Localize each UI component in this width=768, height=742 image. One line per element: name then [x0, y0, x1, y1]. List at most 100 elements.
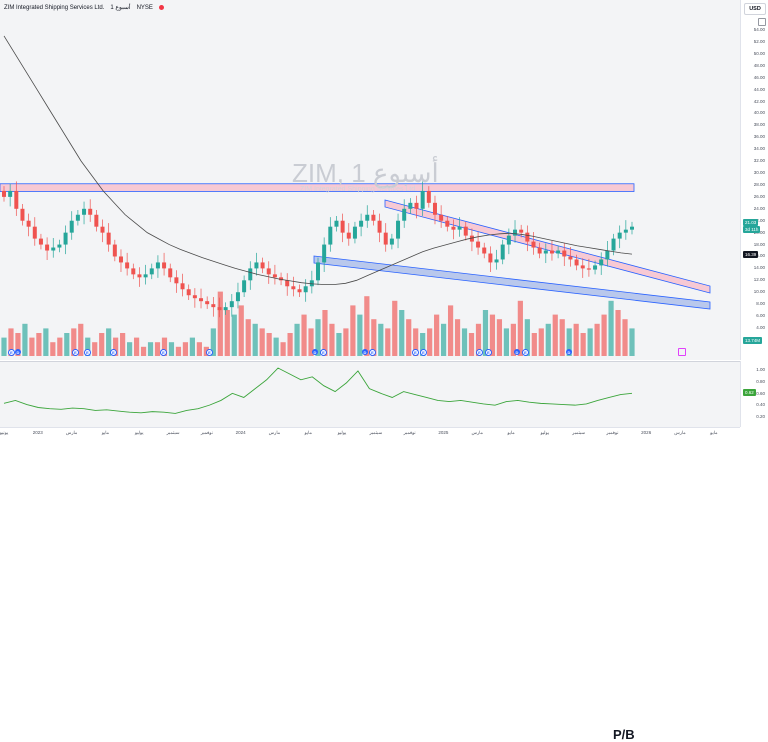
- candle-body: [365, 214, 370, 221]
- candle-body: [279, 277, 284, 281]
- volume-bar: [552, 314, 558, 356]
- candle-body: [352, 226, 357, 239]
- earnings-marker[interactable]: E: [412, 349, 419, 356]
- volume-bar: [64, 333, 70, 356]
- candle-body: [513, 229, 518, 236]
- candle-body: [426, 190, 431, 203]
- dividend-marker[interactable]: D: [15, 349, 21, 355]
- volume-bar: [629, 328, 635, 356]
- volume-bar: [154, 342, 161, 356]
- candle-body: [272, 274, 277, 278]
- time-tick: مارس: [65, 430, 78, 435]
- volume-bar: [615, 310, 621, 356]
- candle-body: [389, 238, 394, 245]
- dividend-marker[interactable]: D: [362, 349, 368, 355]
- earnings-marker[interactable]: E: [420, 349, 427, 356]
- exchange-label: NYSE: [136, 4, 153, 11]
- price-tick: 26.00: [753, 193, 765, 199]
- chart-header: ZIM Integrated Shipping Services Ltd. أس…: [4, 4, 164, 11]
- earnings-marker[interactable]: E: [160, 349, 167, 356]
- indicator-value-tag: 0.62: [743, 389, 756, 397]
- candle-body: [137, 274, 142, 278]
- candle-body: [174, 277, 179, 284]
- candle-body: [605, 250, 610, 260]
- pb-line: [3, 367, 633, 414]
- candle-body: [2, 190, 6, 197]
- price-tick: 8.00: [756, 301, 765, 307]
- candle-body: [463, 226, 468, 236]
- volume-bar: [36, 333, 42, 356]
- candle-body: [322, 244, 327, 263]
- candle-body: [611, 238, 616, 251]
- candle-body: [162, 262, 167, 269]
- earnings-marker[interactable]: E: [320, 349, 327, 356]
- dividend-marker[interactable]: D: [312, 349, 318, 355]
- candle-body: [420, 190, 425, 209]
- candle-body: [186, 289, 191, 296]
- candle-body: [82, 208, 87, 215]
- price-tick: 18.00: [753, 241, 765, 247]
- volume-bar: [622, 319, 628, 356]
- pb-indicator-pane[interactable]: P/B: [0, 361, 740, 742]
- earnings-marker[interactable]: E: [476, 349, 483, 356]
- price-tick: 54.00: [753, 27, 765, 32]
- last-price-tag: 21.03: [743, 218, 759, 226]
- symbol-name[interactable]: ZIM Integrated Shipping Services Ltd.: [4, 4, 105, 11]
- candle-body: [235, 292, 240, 302]
- price-chart-svg: [0, 35, 711, 356]
- interval-label[interactable]: أسبوع 1: [110, 5, 131, 11]
- earnings-marker[interactable]: E: [84, 349, 91, 356]
- time-tick: 2024: [235, 430, 246, 435]
- candle-body: [469, 235, 474, 242]
- pb-indicator-svg: [3, 367, 633, 414]
- time-tick: مايو: [710, 430, 718, 435]
- dividend-marker[interactable]: D: [514, 349, 520, 355]
- volume-bar: [482, 310, 489, 356]
- volume-bar: [231, 314, 237, 356]
- price-tick: 22.00: [753, 217, 765, 223]
- price-tick: 36.00: [753, 134, 765, 140]
- market-status-icon: [158, 5, 164, 10]
- main-price-pane[interactable]: ZIM, أسبوع 1 ZIM Integrated Shipping Ser…: [0, 0, 740, 360]
- indicator-label: P/B: [613, 727, 635, 742]
- volume-bar: [580, 333, 586, 356]
- earnings-marker[interactable]: E: [369, 349, 376, 356]
- earnings-marker[interactable]: E: [485, 349, 492, 356]
- volume-bar: [468, 333, 475, 356]
- alert-clock-icon[interactable]: [678, 348, 686, 356]
- candle-body: [88, 208, 93, 215]
- earnings-marker[interactable]: E: [522, 349, 529, 356]
- settings-icon[interactable]: [758, 18, 766, 26]
- volume-bar: [85, 337, 91, 356]
- candle-body: [100, 226, 105, 233]
- candle-body: [106, 232, 111, 245]
- volume-bar: [147, 342, 154, 356]
- time-tick: مايو: [101, 430, 110, 435]
- candle-body: [57, 244, 62, 248]
- candle-body: [14, 190, 19, 209]
- earnings-marker[interactable]: E: [72, 349, 79, 356]
- candle-body: [8, 190, 13, 197]
- price-tick: 52.00: [753, 38, 765, 44]
- candle-body: [568, 256, 573, 260]
- dividend-marker[interactable]: D: [566, 349, 572, 355]
- currency-button[interactable]: USD: [744, 3, 766, 15]
- time-axis[interactable]: يونيو 2023 مارس مايو يوليو سبتمبر نوفمبر 2024 ما…: [0, 427, 752, 443]
- price-axis[interactable]: 54.00 52.00 50.00 48.00 46.00 44.00 42.00 40.00…: [740, 0, 768, 360]
- candle-body: [229, 301, 234, 308]
- volume-bar: [294, 323, 300, 356]
- earnings-marker[interactable]: E: [206, 349, 213, 356]
- candle-body: [482, 247, 487, 254]
- candle-body: [377, 220, 382, 233]
- earnings-marker[interactable]: E: [110, 349, 117, 356]
- volume-bar: [273, 337, 279, 356]
- candle-body: [586, 268, 591, 270]
- earnings-marker[interactable]: E: [8, 349, 15, 356]
- volume-bar: [22, 323, 28, 356]
- price-tick: 46.00: [753, 74, 765, 80]
- candle-body: [334, 220, 339, 227]
- volume-bar: [357, 314, 363, 356]
- volume-bar: [559, 319, 565, 356]
- resistance-zone: [0, 183, 635, 192]
